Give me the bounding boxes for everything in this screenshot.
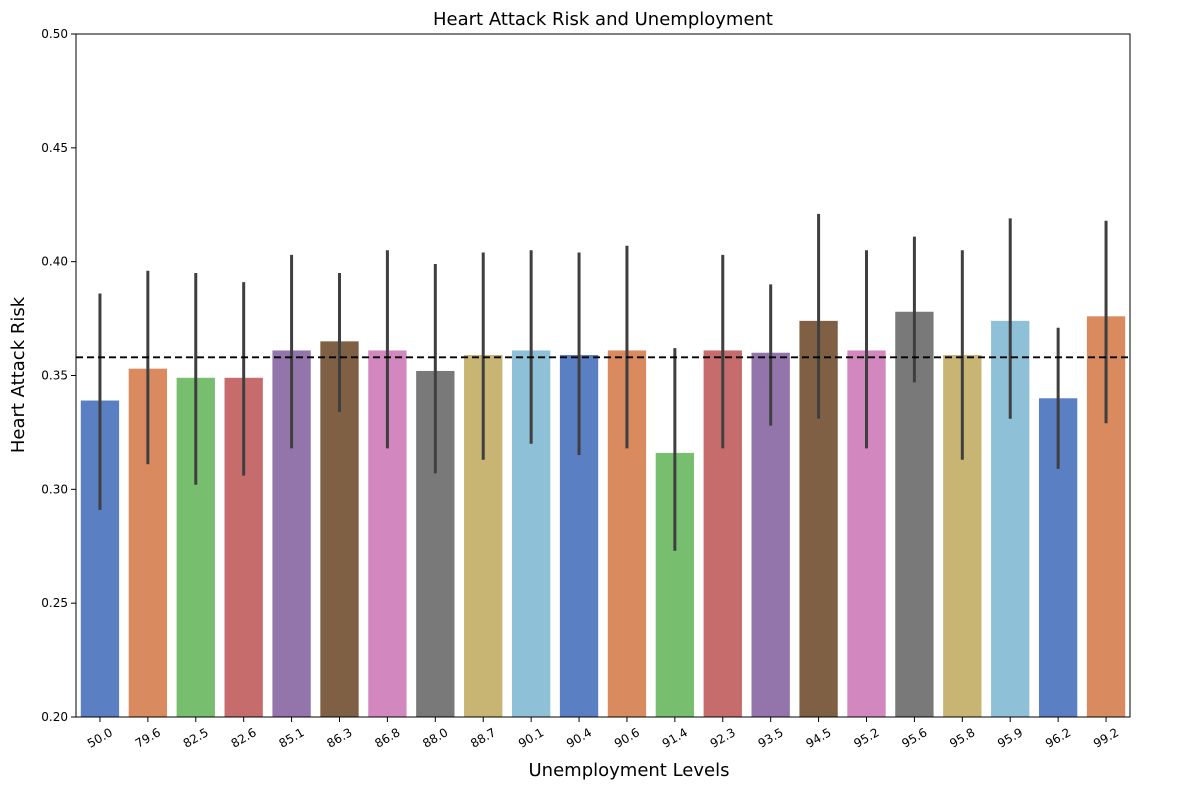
- y-axis-title: Heart Attack Risk: [8, 296, 29, 453]
- chart-title: Heart Attack Risk and Unemployment: [433, 9, 773, 30]
- y-tick-label: 0.30: [41, 482, 68, 496]
- y-axis: 0.20 0.25 0.30 0.35 0.40 0.45 0.50: [41, 27, 76, 724]
- error-bars-layer: [98, 213, 1108, 551]
- y-tick-label: 0.20: [41, 710, 68, 724]
- y-tick-label: 0.40: [41, 255, 68, 269]
- bars-layer: [80, 311, 1126, 717]
- y-tick-label: 0.25: [41, 596, 68, 610]
- y-tick-label: 0.35: [41, 369, 68, 383]
- y-tick-label: 0.45: [41, 141, 68, 155]
- y-tick-label: 0.50: [41, 27, 68, 41]
- x-axis-title: Unemployment Levels: [529, 760, 730, 781]
